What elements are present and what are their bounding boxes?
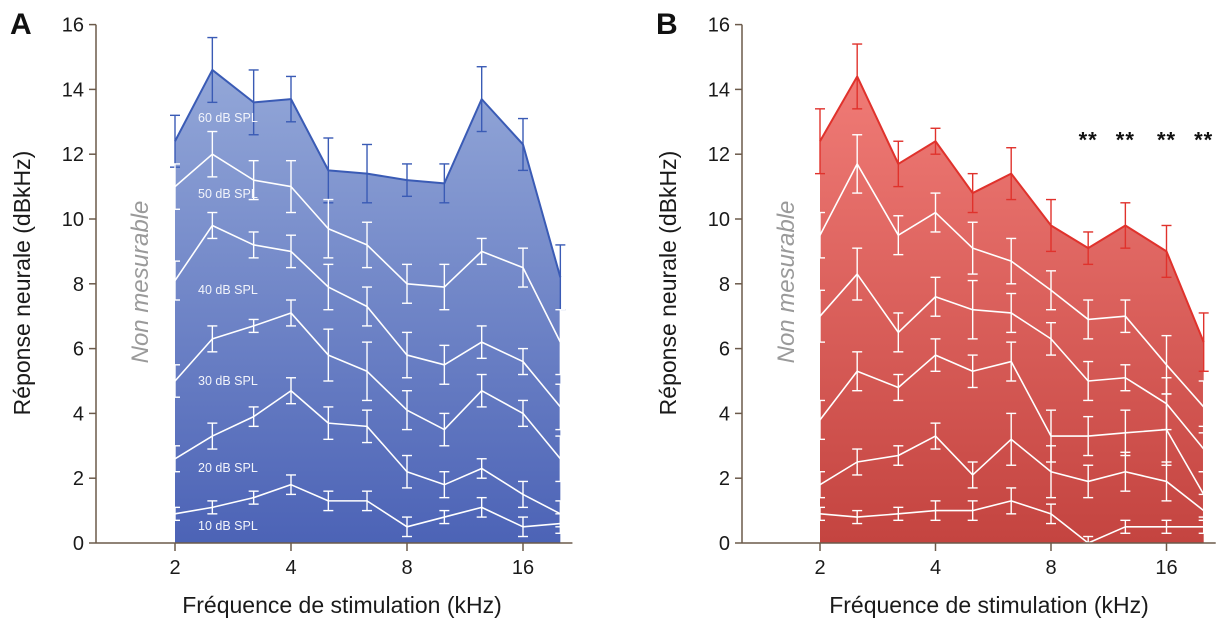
curve-label-a-3: 40 dB SPL <box>198 283 258 297</box>
y-tick-label-a-7: 14 <box>62 79 84 101</box>
y-tick-label-a-0: 0 <box>73 533 84 555</box>
y-tick-label-a-2: 4 <box>73 403 84 425</box>
panel-label-a: A <box>10 8 32 41</box>
y-tick-label-a-3: 6 <box>73 339 84 361</box>
non-mesurable-label-a: Non mesurable <box>127 201 154 364</box>
y-tick-label-b-3: 6 <box>719 339 730 361</box>
y-tick-label-a-8: 16 <box>62 15 84 37</box>
x-tick-label-b-1: 4 <box>930 557 941 579</box>
y-axis-title-b: Réponse neurale (dBkHz) <box>655 151 681 416</box>
y-tick-label-a-6: 12 <box>62 144 84 166</box>
curve-label-a-5: 20 dB SPL <box>198 461 258 475</box>
y-tick-label-b-5: 10 <box>708 209 730 231</box>
y-tick-label-b-4: 8 <box>719 274 730 296</box>
x-axis-title-a: Fréquence de stimulation (kHz) <box>182 592 502 618</box>
significance-markers-b: ** ** ** ** <box>1079 128 1213 153</box>
curve-label-a-1: 60 dB SPL <box>198 111 258 125</box>
significance-star-b-2: ** <box>1116 128 1135 153</box>
x-tick-label-a-3: 16 <box>512 557 534 579</box>
axes-a: 0 2 4 6 8 10 12 14 16 2 4 8 16 <box>62 15 573 579</box>
plot-area-b <box>815 43 1209 544</box>
y-axis-title-a: Réponse neurale (dBkHz) <box>9 151 35 416</box>
x-tick-label-b-2: 8 <box>1045 557 1056 579</box>
y-tick-label-b-1: 2 <box>719 468 730 490</box>
significance-star-b-4: ** <box>1194 128 1213 153</box>
significance-star-b-3: ** <box>1157 128 1176 153</box>
y-tick-label-b-2: 4 <box>719 403 730 425</box>
significance-star-b-1: ** <box>1079 128 1098 153</box>
x-tick-label-a-0: 2 <box>169 557 180 579</box>
y-tick-label-b-8: 16 <box>708 15 730 37</box>
x-tick-label-b-3: 16 <box>1155 557 1177 579</box>
y-tick-label-b-0: 0 <box>719 533 730 555</box>
x-axis-title-b: Fréquence de stimulation (kHz) <box>829 592 1149 618</box>
curve-label-a-2: 50 dB SPL <box>198 187 258 201</box>
y-tick-label-a-5: 10 <box>62 209 84 231</box>
curve-label-a-6: 10 dB SPL <box>198 519 258 533</box>
plot-area-a: 60 dB SPL 50 dB SPL 40 dB SPL 30 dB SPL 20 d… <box>170 36 566 544</box>
x-tick-label-a-2: 8 <box>401 557 412 579</box>
x-tick-label-a-1: 4 <box>285 557 296 579</box>
y-tick-label-b-7: 14 <box>708 79 730 101</box>
y-tick-label-a-4: 8 <box>73 274 84 296</box>
panel-label-b: B <box>656 8 678 41</box>
y-tick-label-a-1: 2 <box>73 468 84 490</box>
axes-b: 0 2 4 6 8 10 12 14 16 2 4 8 16 <box>708 15 1216 579</box>
x-tick-label-b-0: 2 <box>814 557 825 579</box>
y-tick-label-b-6: 12 <box>708 144 730 166</box>
panel-b: B 0 2 4 6 8 10 12 14 16 2 4 8 16 ** ** ** ** Non mesura… <box>655 8 1216 618</box>
curve-label-a-4: 30 dB SPL <box>198 374 258 388</box>
non-mesurable-label-b: Non mesurable <box>773 201 800 364</box>
